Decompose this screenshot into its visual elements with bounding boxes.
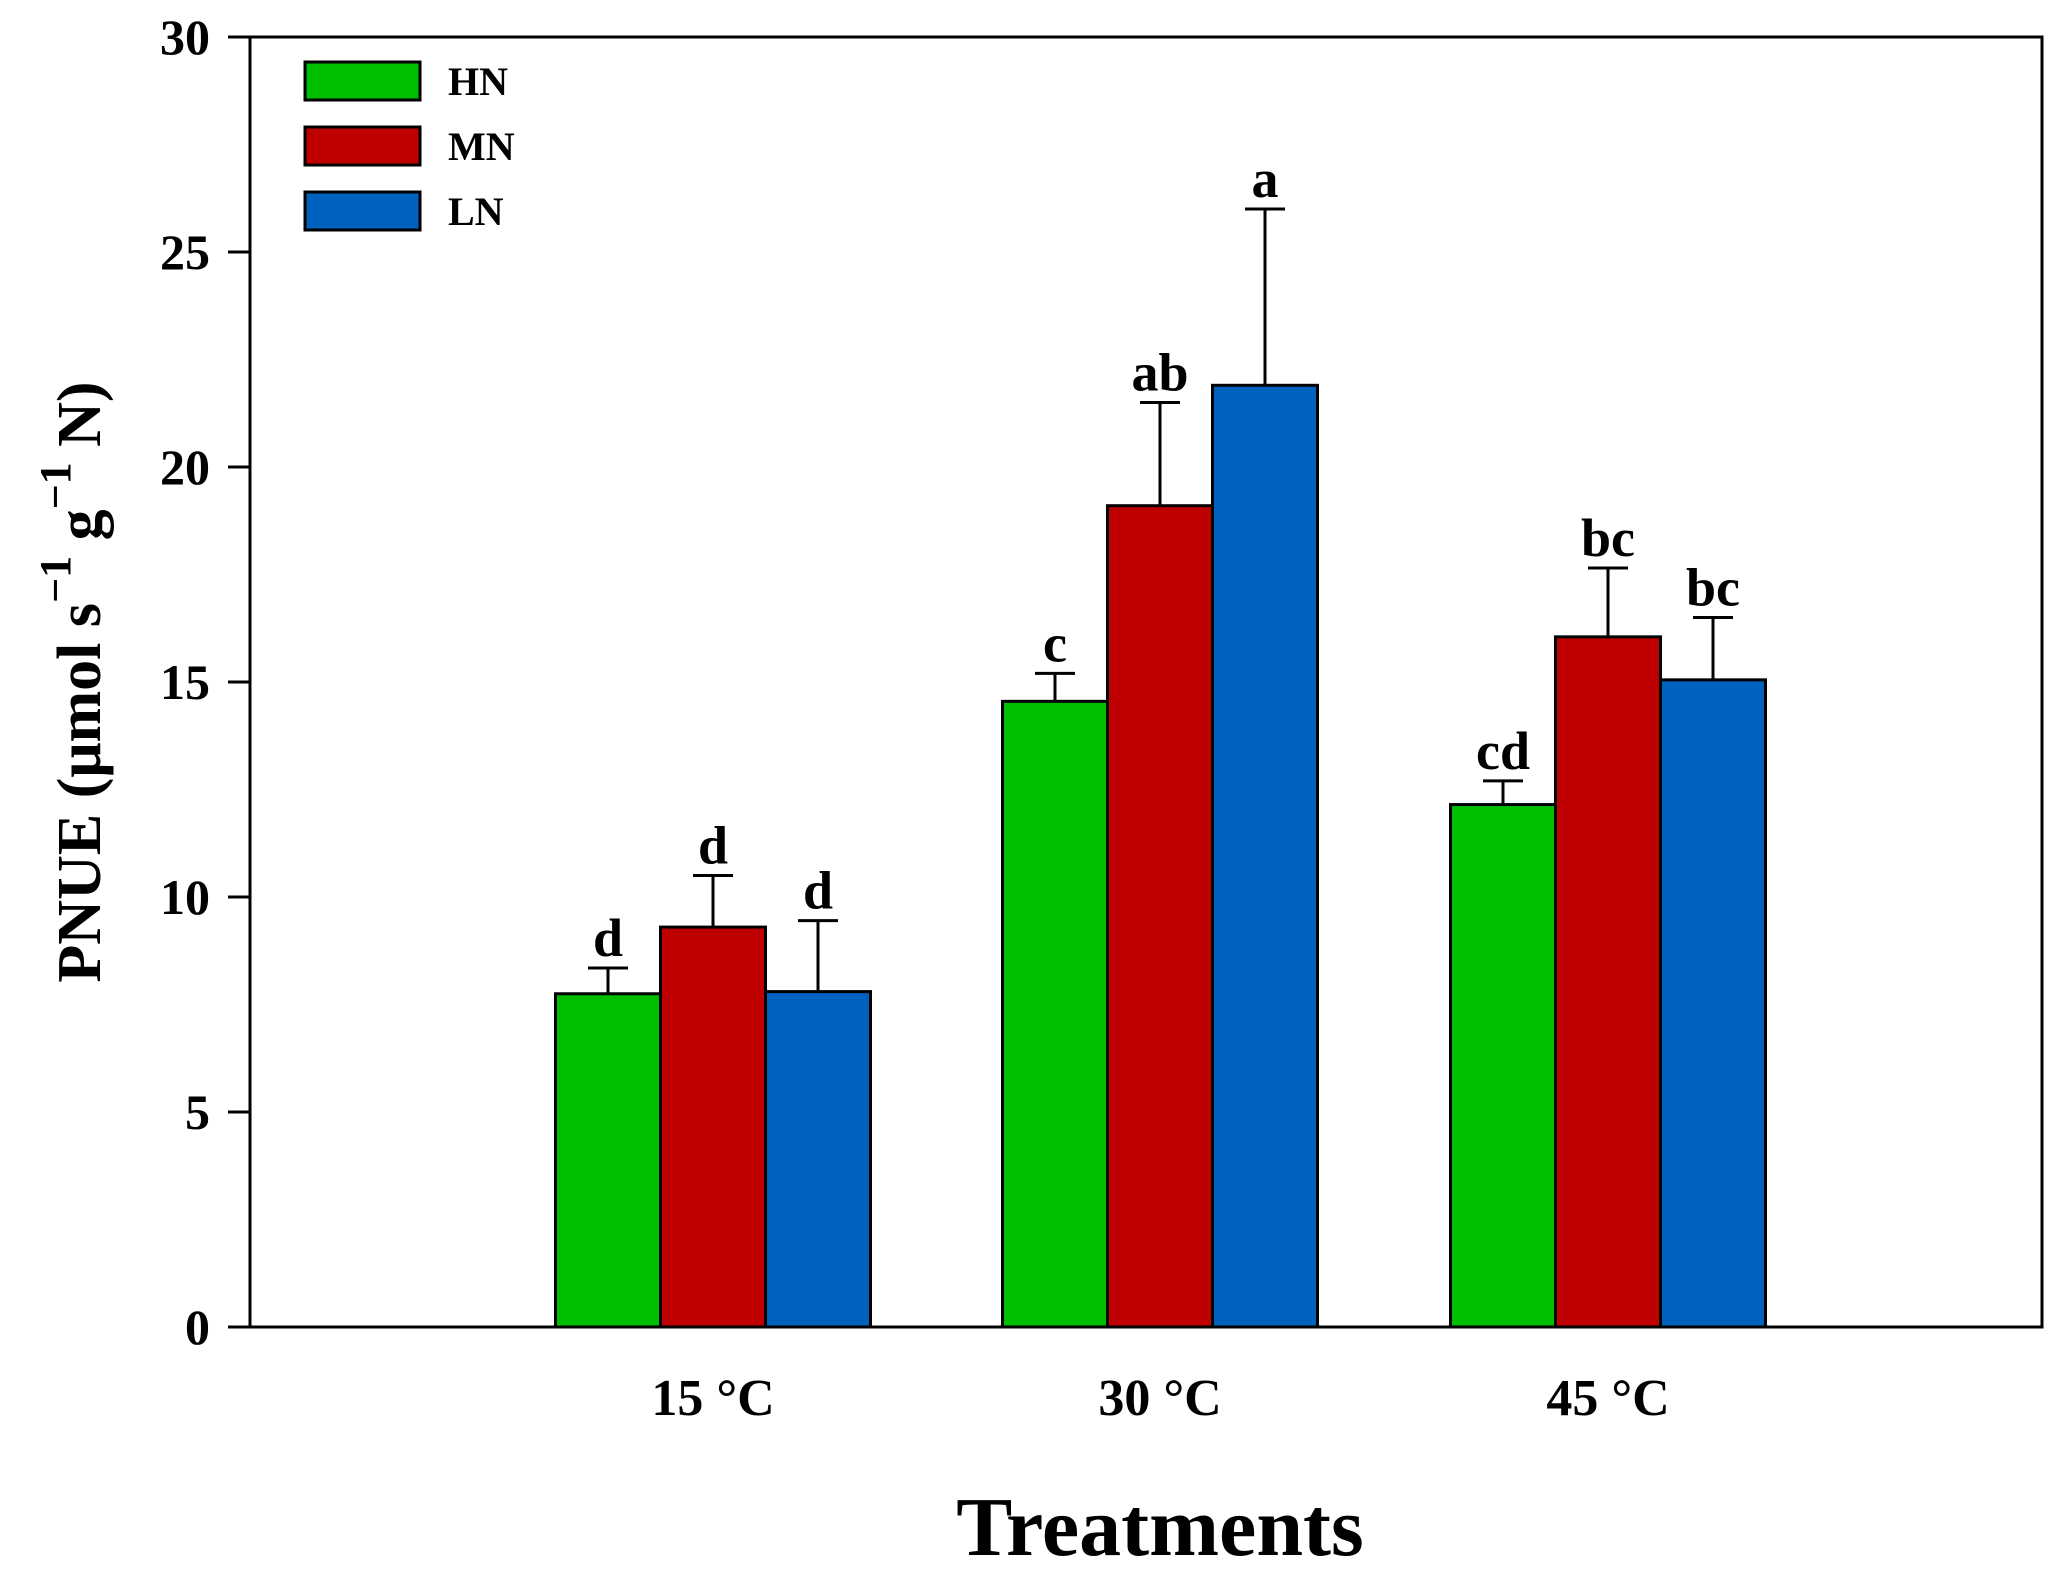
- y-axis-title-sup2: −1: [31, 462, 80, 509]
- bar-hn-1: [554, 992, 662, 1329]
- x-category-label-3: 45 °C: [1546, 1370, 1669, 1427]
- legend-label-mn: MN: [448, 124, 515, 169]
- y-tick-label-20: 20: [160, 439, 210, 495]
- y-axis-title-suffix: N): [46, 381, 114, 462]
- legend-swatch-mn: [303, 125, 422, 167]
- x-category-label-2: 30 °C: [1098, 1370, 1221, 1427]
- y-tick-label-15: 15: [160, 654, 210, 710]
- bar-mn-1: [659, 925, 767, 1329]
- sig-letter-hn-2: c: [1043, 613, 1067, 673]
- x-axis-title: Treatments: [956, 1481, 1363, 1574]
- legend-swatch-hn: [303, 60, 422, 102]
- bar-ln-3: [1659, 678, 1767, 1329]
- x-category-label-1: 15 °C: [651, 1370, 774, 1427]
- x-axis: 15 °C 30 °C 45 °C: [651, 1370, 1669, 1427]
- legend-label-ln: LN: [448, 189, 504, 234]
- sig-letter-mn-2: ab: [1131, 343, 1188, 403]
- sig-letter-mn-3: bc: [1581, 508, 1635, 568]
- bar-hn-3: [1449, 803, 1557, 1329]
- y-tick-label-0: 0: [185, 1299, 210, 1355]
- bar-mn-3: [1554, 635, 1662, 1329]
- legend: HN MN LN: [303, 59, 515, 234]
- sig-letter-hn-3: cd: [1476, 721, 1530, 781]
- sig-letter-hn-1: d: [593, 908, 623, 968]
- sig-letter-ln-1: d: [803, 861, 833, 921]
- y-axis-title: PNUE (μmol s−1 g−1 N): [31, 381, 114, 982]
- y-axis-title-prefix: PNUE (μmol s: [46, 603, 114, 983]
- bar-hn-2: [1001, 699, 1109, 1329]
- bar-ln-2: [1211, 383, 1319, 1329]
- bar-mn-2: [1106, 504, 1214, 1329]
- y-axis: 0 5 10 15 20 25 30: [160, 9, 250, 1355]
- y-tick-label-25: 25: [160, 224, 210, 280]
- y-axis-title-sup1: −1: [31, 556, 80, 603]
- y-tick-label-10: 10: [160, 869, 210, 925]
- legend-swatch-ln: [303, 190, 422, 232]
- y-tick-label-5: 5: [185, 1084, 210, 1140]
- sig-letter-ln-3: bc: [1686, 558, 1740, 618]
- sig-letter-ln-2: a: [1252, 149, 1279, 209]
- y-axis-title-mid: g: [46, 509, 114, 556]
- y-tick-label-30: 30: [160, 9, 210, 65]
- bar-ln-1: [764, 990, 872, 1329]
- sig-letter-mn-1: d: [698, 816, 728, 876]
- legend-label-hn: HN: [448, 59, 508, 104]
